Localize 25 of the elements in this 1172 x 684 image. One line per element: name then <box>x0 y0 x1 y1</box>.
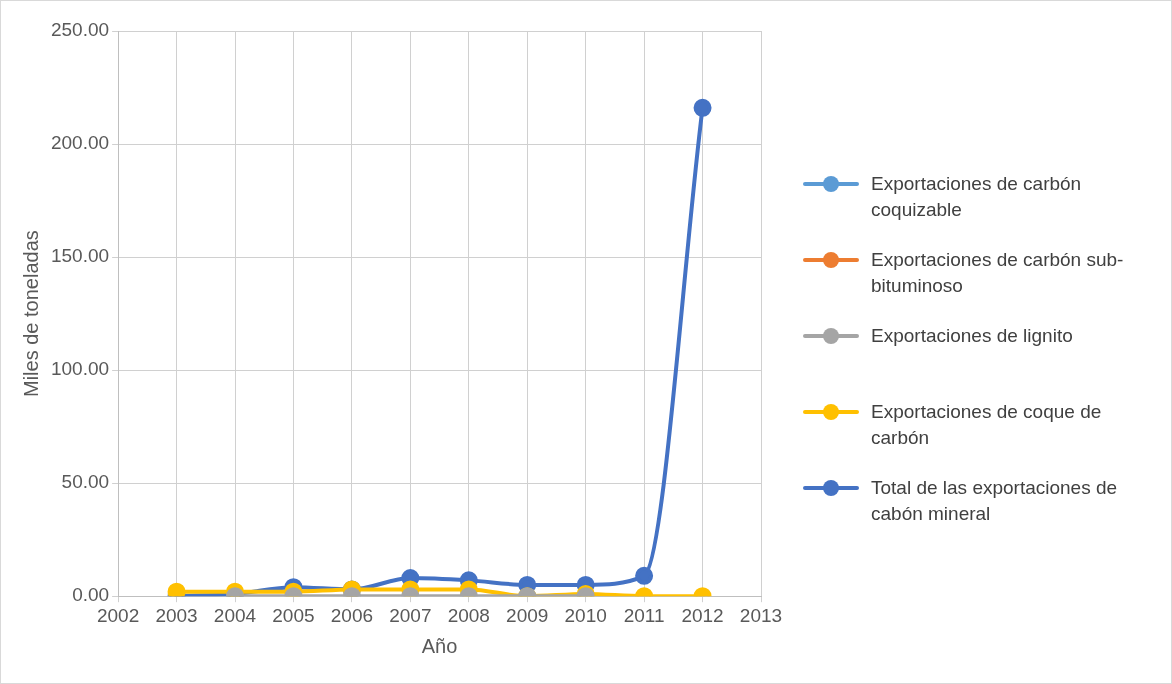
x-tick-label: 2011 <box>623 604 665 626</box>
x-tick-label: 2013 <box>739 604 783 626</box>
x-tick-label: 2008 <box>447 604 490 626</box>
x-tick-label: 2007 <box>389 604 432 626</box>
y-tick-label: 0.00 <box>72 584 110 606</box>
x-tick-label: 2012 <box>681 604 724 626</box>
x-tick-label: 2004 <box>213 604 257 626</box>
y-tick-label: 250.00 <box>50 19 110 41</box>
y-tick-label: 200.00 <box>50 132 110 154</box>
x-tick-label: 2010 <box>564 604 607 626</box>
x-tick-label: 2002 <box>96 604 140 626</box>
x-tick-label: 2009 <box>506 604 549 626</box>
legend-label: Total de las exportaciones de cabón mineral <box>871 476 1119 526</box>
legend-label: Exportaciones de carbón sub-bituminoso <box>871 248 1125 298</box>
legend-label: Exportaciones de carbón coquizable <box>871 172 1083 222</box>
y-tick-label: 100.00 <box>50 358 110 380</box>
y-axis-title: Miles de toneladas <box>19 230 42 397</box>
x-axis-title: Año <box>421 634 458 657</box>
x-tick-label: 2005 <box>272 604 315 626</box>
legend-label: Exportaciones de lignito <box>871 324 1073 348</box>
x-tick-label: 2006 <box>330 604 374 626</box>
y-tick-label: 150.00 <box>50 245 110 267</box>
y-tick-label: 50.00 <box>61 471 110 493</box>
legend-label: Exportaciones de coque de carbón <box>871 400 1103 450</box>
x-tick-label: 2003 <box>155 604 198 626</box>
